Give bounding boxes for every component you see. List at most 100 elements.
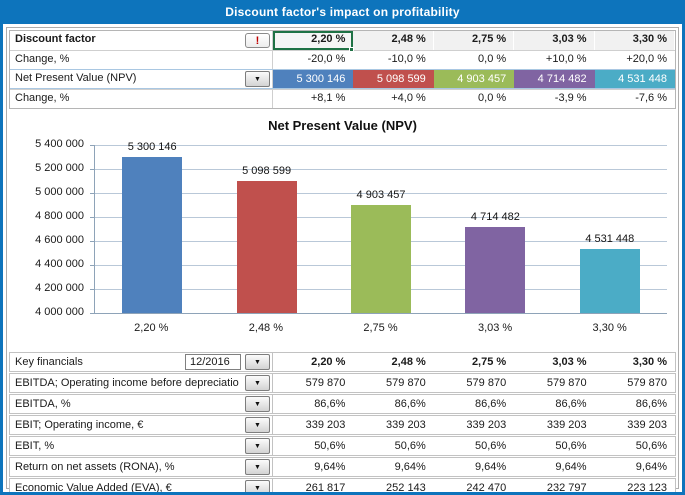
- change-value-cell: +4,0 %: [391, 92, 426, 104]
- npv-label: Net Present Value (NPV): [15, 72, 137, 84]
- x-tick-label: 2,48 %: [248, 322, 284, 334]
- bar-data-label: 4 714 482: [470, 211, 520, 223]
- alert-button[interactable]: !: [245, 33, 270, 48]
- row-label: Return on net assets (RONA), %: [15, 461, 175, 473]
- chart-y-axis: 5 400 000 5 200 000 5 000 000 4 800 000 4 60…: [8, 138, 94, 318]
- chart-bar: [351, 205, 411, 313]
- npv-dropdown-cell: ▼: [243, 70, 273, 88]
- chart-bar: [579, 249, 640, 313]
- financial-value: 579 870: [386, 377, 426, 389]
- financial-value: 579 870: [466, 377, 507, 389]
- empty-button-cell: [243, 51, 273, 69]
- chart-bar: [465, 227, 526, 313]
- discount-factor-label: Discount factor: [15, 33, 96, 45]
- financials-row-eva: Economic Value Added (EVA), € ▼ 261 817 …: [9, 478, 676, 494]
- financial-value: 86,6%: [474, 398, 507, 410]
- x-tick-label: 2,20 %: [134, 322, 169, 334]
- change-value-cell: +8,1 %: [310, 92, 346, 104]
- financials-row-ebit-pct: EBIT, % ▼ 50,6% 50,6% 50,6% 50,6% 50,6%: [9, 436, 676, 456]
- row-label: EBITDA, %: [15, 398, 71, 410]
- selection-fill-handle[interactable]: [349, 47, 355, 52]
- row-dropdown-button[interactable]: ▼: [245, 417, 270, 433]
- table-row-change-input: Change, % -20,0 % -10,0 % 0,0 % +10,0 % …: [10, 50, 675, 69]
- row-dropdown-cell: ▼: [243, 395, 273, 413]
- financial-value: 579 870: [305, 377, 346, 389]
- financial-value: 242 470: [466, 482, 507, 494]
- discount-value-cell[interactable]: 2,75 %: [433, 31, 515, 50]
- column-header: 3,30 %: [632, 356, 667, 368]
- discount-value-cell-selected[interactable]: 2,20 %: [273, 31, 355, 52]
- change-label: Change, %: [15, 92, 70, 104]
- financials-row-rona: Return on net assets (RONA), % ▼ 9,64% 9…: [9, 457, 676, 477]
- financial-value: 579 870: [627, 377, 667, 389]
- chart-plot: 5 300 146 5 098 599 4 903 457 4 714 482 4 53…: [90, 141, 667, 314]
- financials-row-ebitda-pct: EBITDA, % ▼ 86,6% 86,6% 86,6% 86,6% 86,6…: [9, 394, 676, 414]
- financial-value: 252 143: [386, 482, 426, 494]
- financial-value: 9,64%: [394, 461, 426, 473]
- content-frame: Discount factor ! 2,20 % 2,48 % 2,75 % 3…: [6, 27, 679, 492]
- change-value-cell: -7,6 %: [635, 92, 667, 104]
- discount-factor-table: Discount factor ! 2,20 % 2,48 % 2,75 % 3…: [9, 30, 676, 109]
- row-label: EBIT, %: [15, 440, 55, 452]
- financial-value: 50,6%: [394, 440, 426, 452]
- financial-value: 86,6%: [394, 398, 426, 410]
- key-financials-table: Key financials 12/2016 ▼ 2,20 % 2,48 % 2…: [9, 352, 676, 494]
- npv-value-cell: 4 714 482: [514, 70, 595, 88]
- row-dropdown-button[interactable]: ▼: [245, 480, 270, 492]
- chart-body: 5 400 000 5 200 000 5 000 000 4 800 000 4 60…: [8, 138, 677, 318]
- financial-value: 579 870: [546, 377, 587, 389]
- financial-value: 50,6%: [314, 440, 346, 452]
- row-dropdown-button[interactable]: ▼: [245, 375, 270, 391]
- financial-value: 339 203: [546, 419, 587, 431]
- empty-button-cell: [243, 90, 273, 108]
- table-row-npv: Net Present Value (NPV) ▼ 5 300 146 5 09…: [10, 69, 675, 89]
- row-dropdown-cell: ▼: [243, 479, 273, 492]
- financial-value: 50,6%: [635, 440, 667, 452]
- row-dropdown-cell: ▼: [243, 437, 273, 455]
- period-selector[interactable]: 12/2016: [185, 354, 241, 370]
- row-dropdown-button[interactable]: ▼: [245, 396, 270, 412]
- chart-x-axis: 2,20 % 2,48 % 2,75 % 3,03 % 3,30 %: [94, 313, 677, 334]
- row-dropdown-button[interactable]: ▼: [245, 459, 270, 475]
- table-row-discount-factor: Discount factor ! 2,20 % 2,48 % 2,75 % 3…: [10, 31, 675, 52]
- financials-row-ebit: EBIT; Operating income, € ▼ 339 203 339 …: [9, 415, 676, 435]
- financial-value: 9,64%: [474, 461, 507, 473]
- financial-value: 261 817: [305, 482, 346, 494]
- bar-data-label: 4 903 457: [356, 189, 406, 201]
- period-dropdown-button[interactable]: ▼: [245, 354, 270, 370]
- change-value-cell: 0,0 %: [478, 53, 507, 65]
- row-label: EBIT; Operating income, €: [15, 419, 144, 431]
- financial-value: 9,64%: [314, 461, 346, 473]
- chart-bar: [236, 181, 297, 313]
- column-header: 3,03 %: [552, 356, 587, 368]
- bar-data-label: 4 531 448: [585, 233, 635, 245]
- period-dropdown-cell: ▼: [243, 353, 273, 371]
- financial-value: 223 123: [627, 482, 667, 494]
- discount-value-cell[interactable]: 2,48 %: [353, 31, 434, 50]
- y-tick-label: 4 200 000: [35, 282, 84, 294]
- row-dropdown-button[interactable]: ▼: [245, 438, 270, 454]
- x-tick-label: 3,03 %: [477, 322, 513, 334]
- chart-bar: [122, 157, 183, 313]
- npv-value-cell: 4 531 448: [594, 70, 675, 88]
- discount-value-cell[interactable]: 3,03 %: [514, 31, 595, 50]
- row-dropdown-cell: ▼: [243, 416, 273, 434]
- alert-button-cell: !: [243, 31, 273, 50]
- row-label: Economic Value Added (EVA), €: [15, 482, 172, 494]
- financial-value: 9,64%: [555, 461, 587, 473]
- change-value-cell: 0,0 %: [478, 92, 507, 104]
- financial-value: 86,6%: [314, 398, 346, 410]
- financial-value: 339 203: [466, 419, 507, 431]
- x-tick-label: 2,75 %: [363, 322, 398, 334]
- financial-value: 339 203: [386, 419, 426, 431]
- npv-dropdown-button[interactable]: ▼: [245, 71, 270, 87]
- discount-value-cell[interactable]: 3,30 %: [594, 31, 675, 50]
- change-value-cell: -20,0 %: [307, 53, 346, 65]
- change-value-cell: +20,0 %: [626, 53, 667, 65]
- key-financials-label: Key financials: [15, 356, 83, 368]
- npv-value-cell: 5 098 599: [353, 70, 434, 88]
- bar-data-label: 5 300 146: [127, 141, 177, 153]
- change-value-cell: -10,0 %: [387, 53, 426, 65]
- gridline: [90, 145, 667, 146]
- table-row-change-output: Change, % +8,1 % +4,0 % 0,0 % -3,9 % -7,…: [10, 89, 675, 108]
